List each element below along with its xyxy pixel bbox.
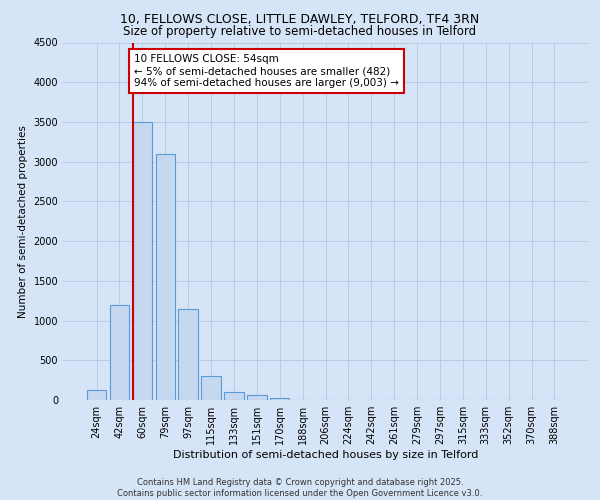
Bar (87, 390, 106, 400)
X-axis label: Distribution of semi-detached houses by size in Telford: Distribution of semi-detached houses by … (173, 450, 478, 460)
Y-axis label: Number of semi-detached properties: Number of semi-detached properties (18, 125, 28, 318)
Text: 10 FELLOWS CLOSE: 54sqm
← 5% of semi-detached houses are smaller (482)
94% of se: 10 FELLOWS CLOSE: 54sqm ← 5% of semi-det… (134, 54, 399, 88)
Bar (110, 304, 129, 400)
Bar (133, 122, 152, 400)
Text: Size of property relative to semi-detached houses in Telford: Size of property relative to semi-detach… (124, 25, 476, 38)
Text: Contains HM Land Registry data © Crown copyright and database right 2025.
Contai: Contains HM Land Registry data © Crown c… (118, 478, 482, 498)
Bar (178, 308, 198, 400)
Bar (224, 392, 244, 400)
Text: 10, FELLOWS CLOSE, LITTLE DAWLEY, TELFORD, TF4 3RN: 10, FELLOWS CLOSE, LITTLE DAWLEY, TELFOR… (121, 12, 479, 26)
Bar (202, 376, 221, 400)
Bar (155, 154, 175, 400)
Bar (270, 398, 289, 400)
Bar (247, 395, 266, 400)
